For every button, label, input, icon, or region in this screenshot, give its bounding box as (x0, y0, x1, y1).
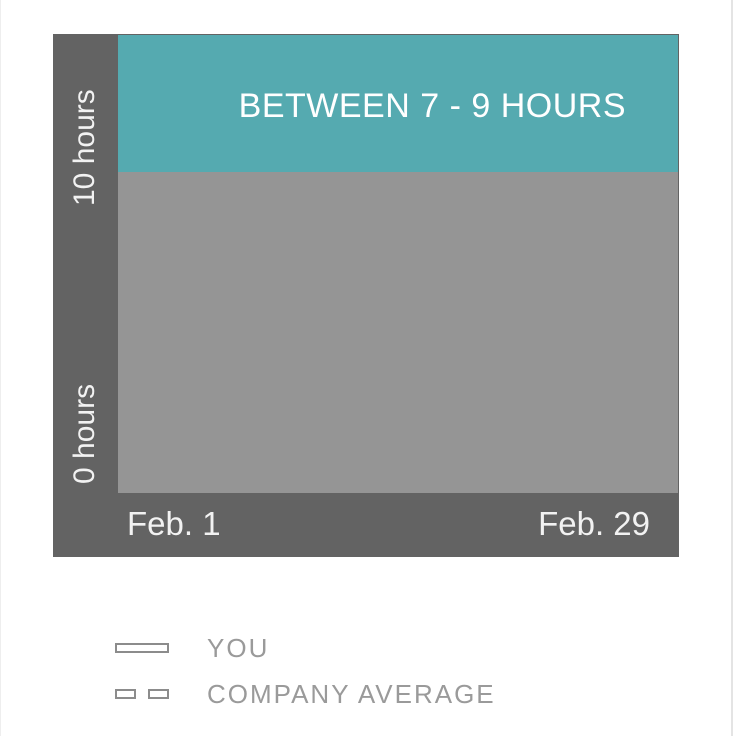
y-tick-bottom: 0 hours (68, 383, 101, 484)
solid-line-swatch-icon (115, 643, 169, 653)
legend-label-you: YOU (207, 632, 270, 663)
target-sleep-band: BETWEEN 7 - 9 HOURS (118, 35, 678, 172)
dashed-line-swatch-icon (115, 689, 173, 699)
legend-item-you: YOU (115, 625, 496, 671)
band-label: BETWEEN 7 - 9 HOURS (238, 87, 626, 125)
legend-item-company-average: COMPANY AVERAGE (115, 671, 496, 717)
plot-area: BETWEEN 7 - 9 HOURS (118, 35, 678, 493)
x-tick-start: Feb. 1 (127, 505, 221, 542)
legend-label-company-average: COMPANY AVERAGE (207, 678, 496, 709)
x-tick-end: Feb. 29 (538, 505, 650, 542)
legend: YOU COMPANY AVERAGE (115, 625, 496, 717)
y-tick-top: 10 hours (68, 89, 101, 206)
